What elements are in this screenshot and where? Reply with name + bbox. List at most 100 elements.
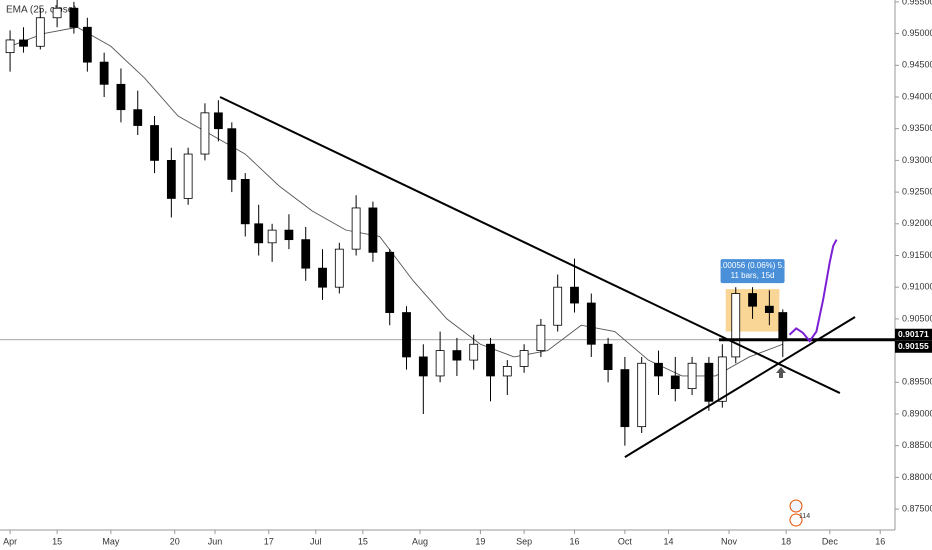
x-tick-label: 15 — [52, 536, 62, 546]
price-tag-label: 0.90155 — [898, 341, 929, 351]
x-tick-label: Nov — [721, 536, 738, 546]
candle-body — [254, 223, 264, 244]
event-icon — [789, 513, 803, 527]
trendline — [219, 96, 841, 394]
candle-body — [452, 350, 462, 361]
candle-body — [637, 362, 647, 428]
candle-body — [150, 125, 159, 161]
candle-body — [553, 286, 563, 326]
measure-tooltip — [720, 259, 785, 284]
x-tick-label: 16 — [569, 536, 579, 546]
candle-body — [368, 207, 378, 253]
candle-body — [586, 302, 596, 345]
candle-body — [764, 305, 774, 313]
event-icon — [789, 499, 803, 513]
candle-body — [717, 356, 727, 402]
candle-body — [519, 350, 529, 367]
y-tick-label: 0.91500 — [902, 250, 932, 260]
y-tick-label: 0.90500 — [902, 313, 932, 323]
candle-body — [748, 293, 757, 307]
y-tick-label: 0.88500 — [902, 440, 932, 450]
candle-body — [418, 356, 428, 377]
x-tick-label: 15 — [358, 536, 368, 546]
candle-body — [469, 343, 479, 361]
y-tick-label: 0.87500 — [902, 503, 932, 513]
candle-body — [334, 248, 344, 288]
y-tick-label: 0.88000 — [902, 472, 932, 482]
candle-body — [402, 312, 411, 358]
measure-label: 0.00056 (0.06%) 5.6 — [716, 261, 789, 270]
candle-body — [536, 324, 546, 351]
candle-body — [200, 112, 210, 155]
candle-body — [35, 17, 45, 47]
y-tick-label: 0.94000 — [902, 91, 932, 101]
candle-body — [385, 251, 395, 313]
candle-body — [166, 159, 176, 199]
y-tick-label: 0.94500 — [902, 60, 932, 70]
candle-body — [620, 369, 630, 428]
y-tick-label: 0.92000 — [902, 218, 932, 228]
x-tick-label: 18 — [781, 536, 791, 546]
x-tick-label: 19 — [475, 536, 485, 546]
candle-body — [603, 343, 613, 371]
x-tick-label: Apr — [3, 536, 17, 546]
measure-sublabel: 11 bars, 15d — [731, 271, 775, 280]
candle-body — [284, 229, 294, 241]
candle-body — [19, 39, 28, 47]
candle-body — [52, 7, 62, 19]
y-tick-label: 0.91000 — [902, 282, 932, 292]
x-tick-label: May — [102, 536, 120, 546]
candle-body — [687, 362, 697, 390]
candle-body — [486, 343, 495, 377]
candle-body — [301, 239, 311, 269]
candle-body — [99, 61, 109, 85]
candle-body — [213, 112, 223, 130]
price-tag — [895, 328, 932, 341]
x-tick-label: Jul — [310, 536, 322, 546]
candle-body — [183, 153, 193, 199]
y-tick-label: 0.89000 — [902, 408, 932, 418]
candle-body — [731, 293, 741, 358]
x-tick-label: Sep — [516, 536, 532, 546]
x-tick-label: Dec — [822, 536, 839, 546]
price-tag-label: 0.90171 — [898, 329, 929, 339]
candle-body — [654, 362, 663, 377]
candle-body — [5, 39, 15, 54]
candle-body — [318, 267, 327, 288]
x-tick-label: Aug — [412, 536, 428, 546]
candle-body — [704, 362, 714, 402]
x-tick-label: Jun — [208, 536, 223, 546]
y-tick-label: 0.92500 — [902, 186, 932, 196]
y-tick-label: 0.89500 — [902, 377, 932, 387]
candle-body — [82, 26, 92, 63]
candle-body — [570, 286, 579, 304]
candle-body — [778, 312, 788, 342]
y-tick-label: 0.93000 — [902, 155, 932, 165]
candle-body — [267, 229, 277, 244]
price-tag — [895, 340, 932, 353]
candle-body — [351, 207, 361, 250]
candle-body — [69, 7, 79, 28]
x-tick-label: 20 — [170, 536, 180, 546]
x-tick-label: Oct — [618, 536, 633, 546]
ema-line — [9, 26, 783, 377]
x-tick-label: 16 — [875, 536, 885, 546]
arrow-icon — [776, 367, 786, 378]
candle-body — [240, 179, 250, 225]
candle-body — [502, 366, 512, 377]
x-tick-label: 17 — [264, 536, 274, 546]
y-tick-label: 0.93500 — [902, 123, 932, 133]
event-count: 114 — [799, 513, 810, 520]
candle-body — [670, 375, 680, 390]
candle-body — [435, 350, 445, 377]
y-tick-label: 0.95000 — [902, 28, 932, 38]
x-tick-label: 14 — [664, 536, 674, 546]
candle-body — [116, 83, 126, 111]
candle-body — [227, 128, 237, 180]
indicator-label: EMA (25, close) — [6, 5, 77, 16]
y-tick-label: 0.95500 — [902, 0, 932, 6]
projection-curve — [788, 239, 838, 343]
candle-body — [133, 109, 143, 126]
